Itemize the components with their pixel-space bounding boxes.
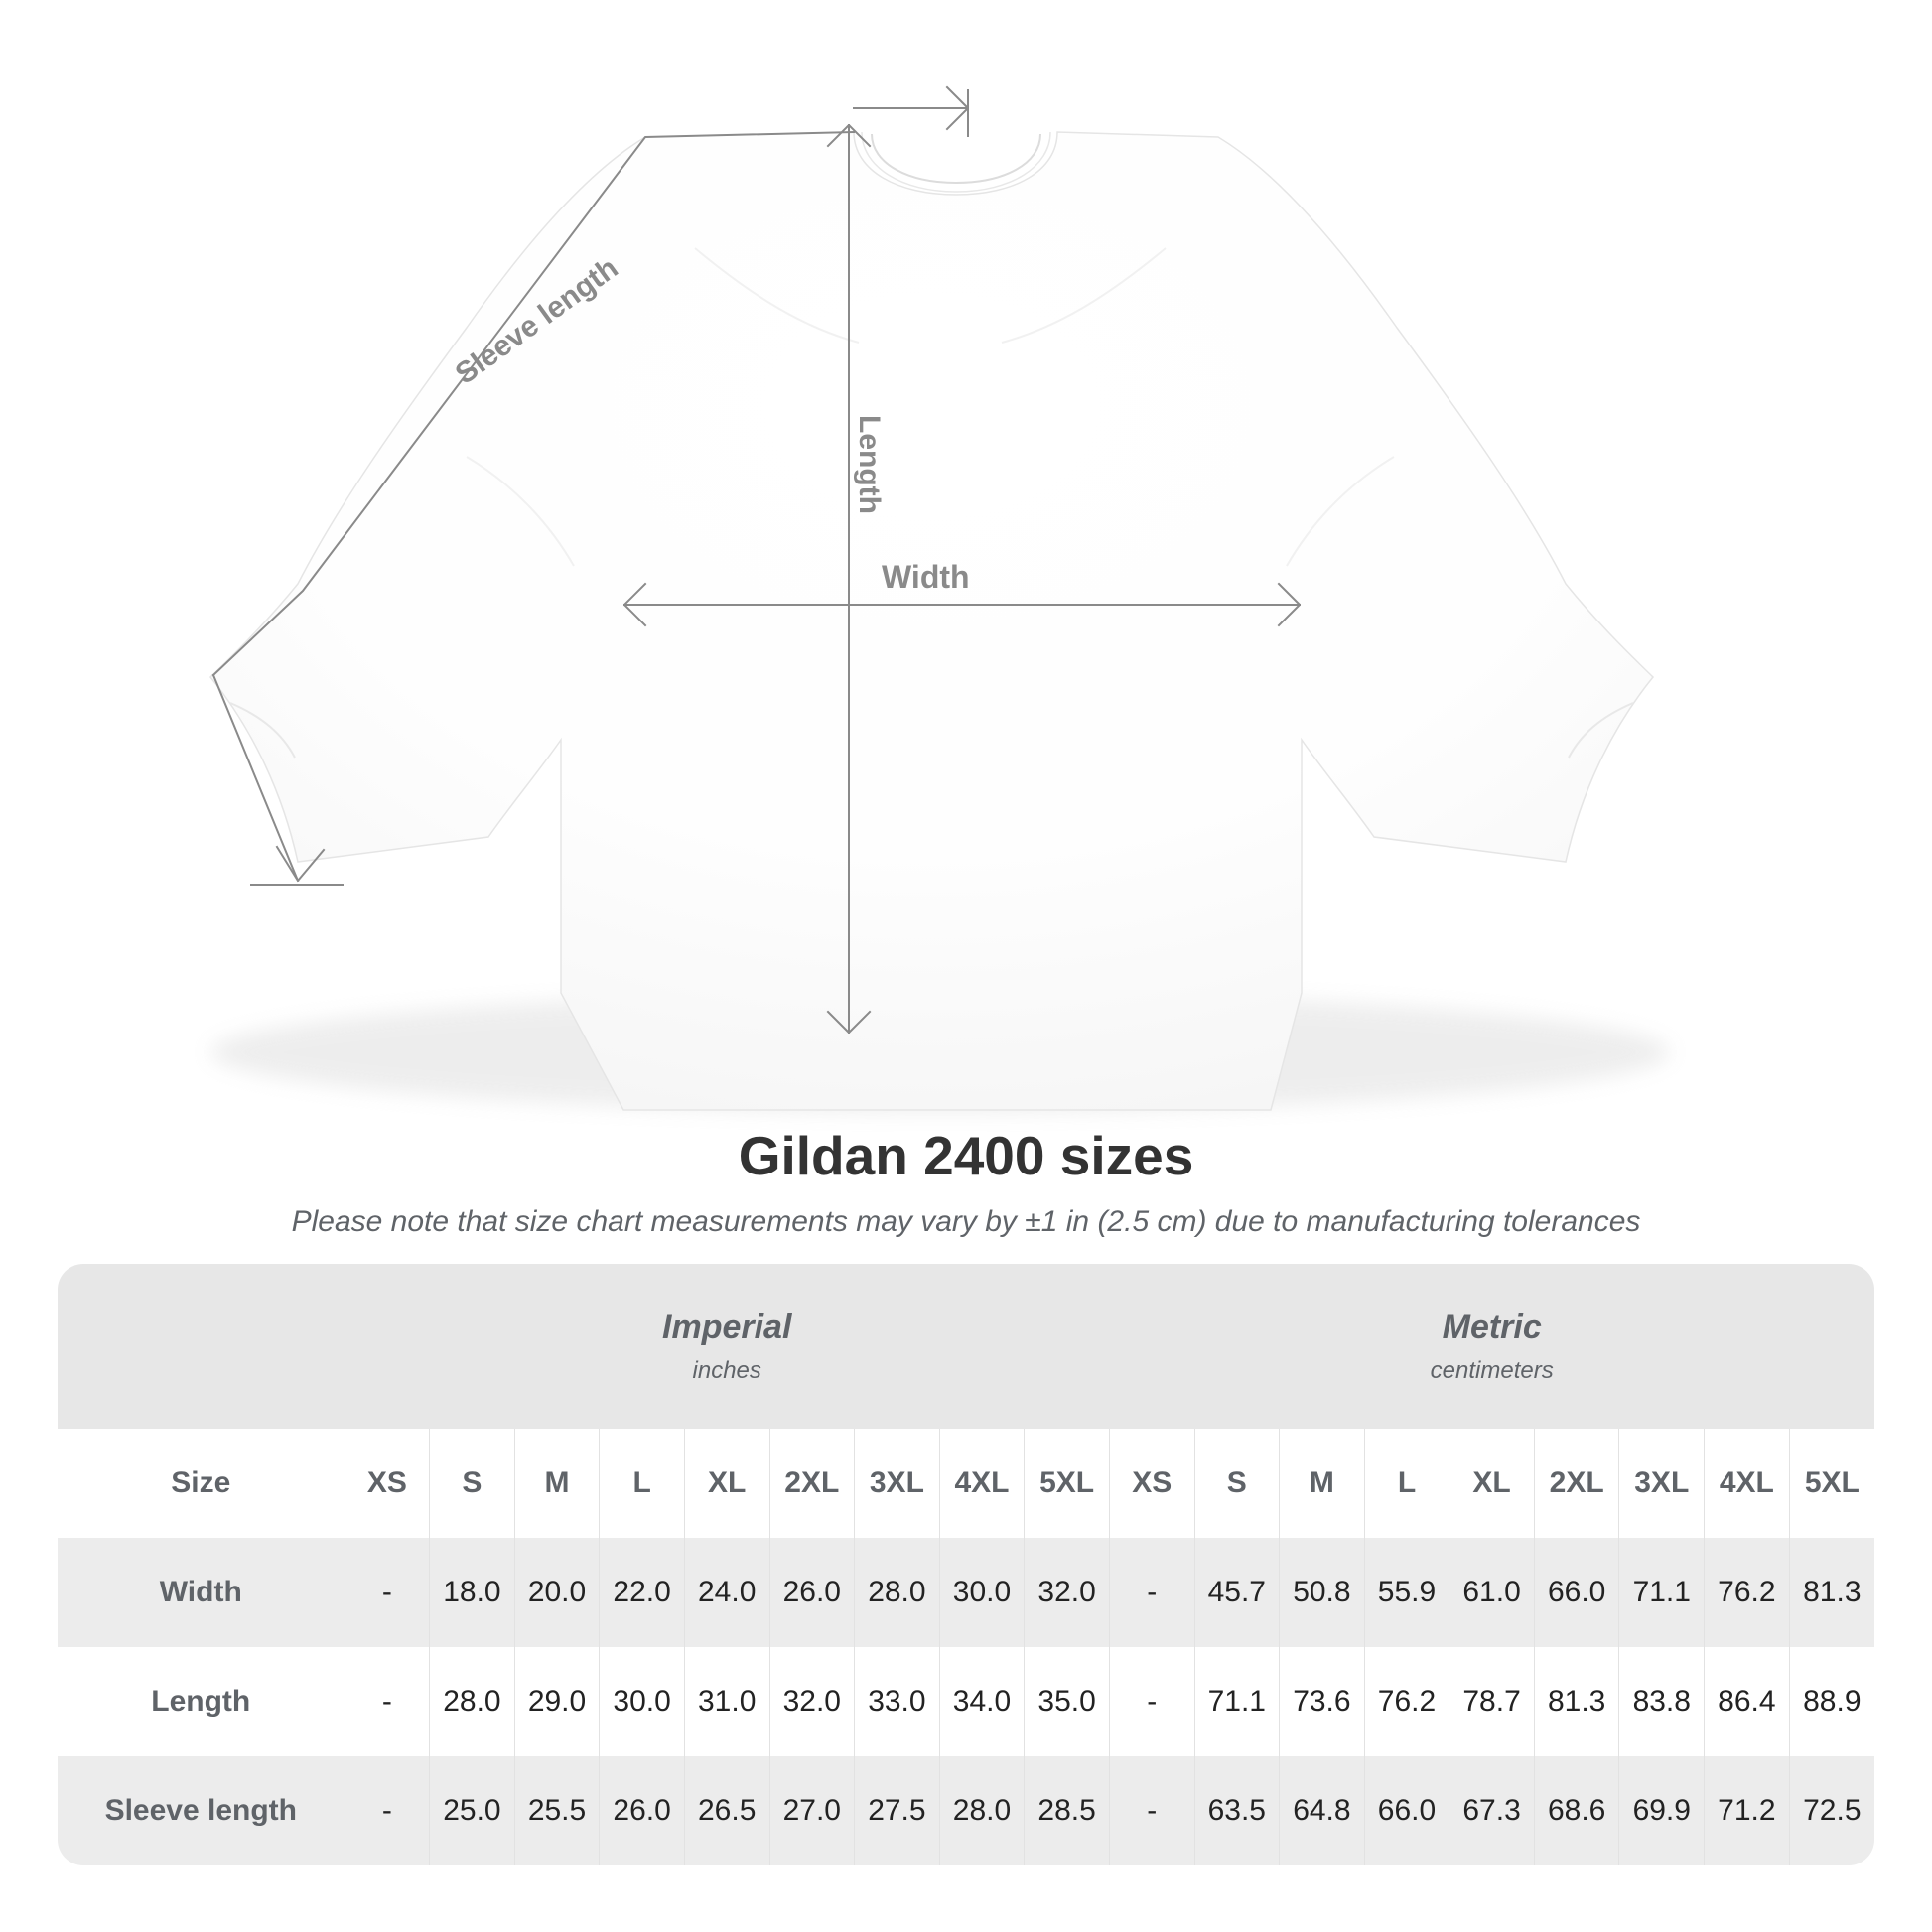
- svg-text:Width: Width: [882, 559, 970, 595]
- svg-text:Length: Length: [853, 415, 886, 514]
